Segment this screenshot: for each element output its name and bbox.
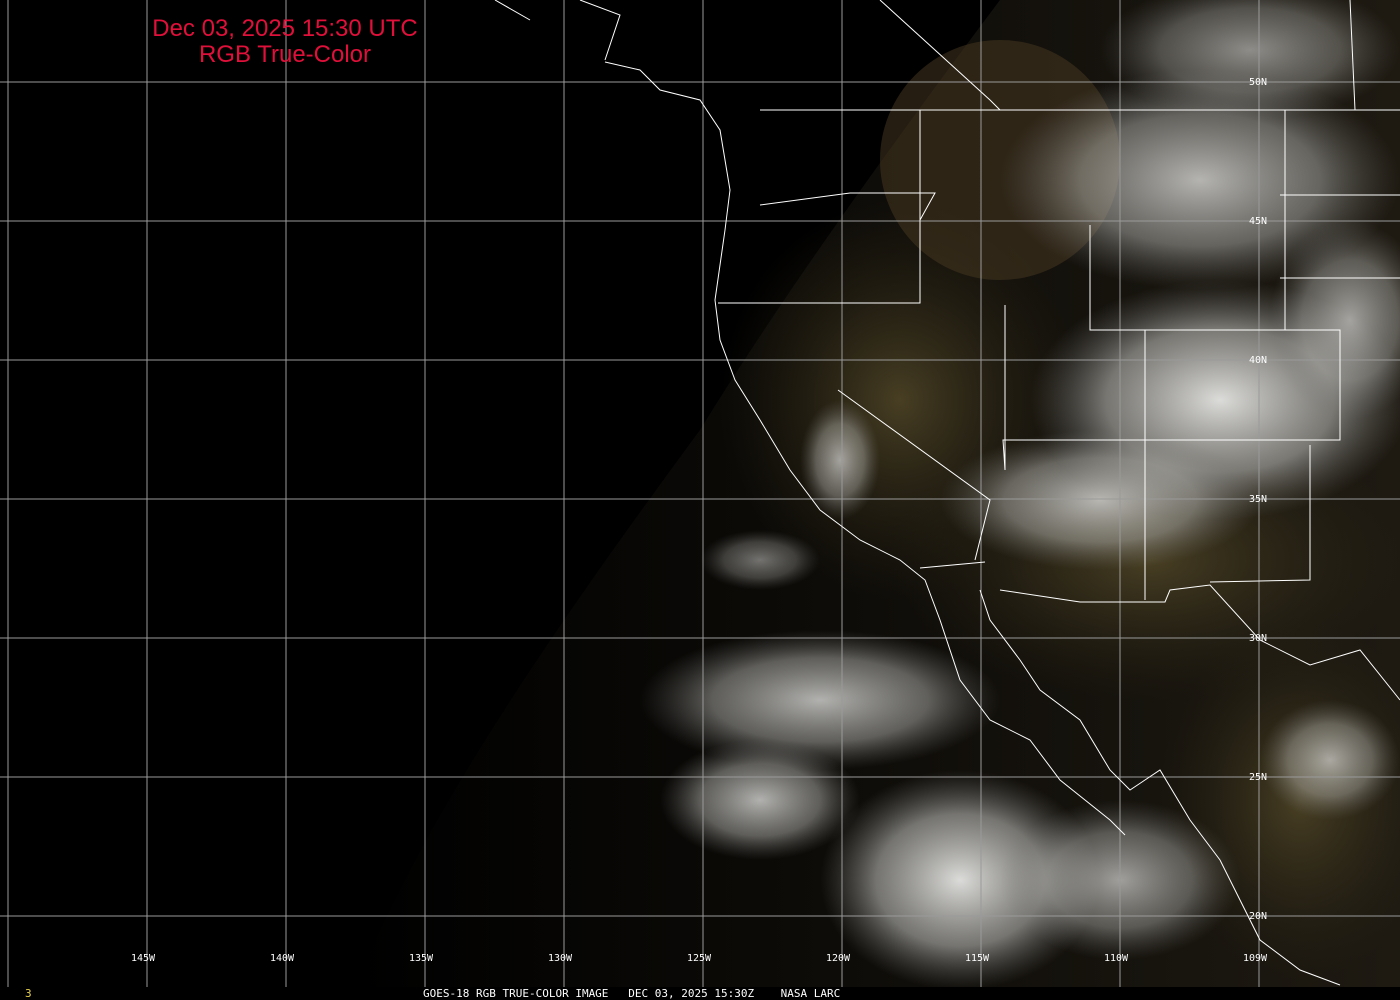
lon-label: 109W	[1243, 953, 1268, 964]
product-title: RGB True-Color	[198, 41, 372, 68]
lon-label: 145W	[131, 953, 156, 964]
lon-label: 125W	[687, 953, 712, 964]
lon-label: 110W	[1104, 953, 1129, 964]
cloud-cover	[640, 0, 1400, 990]
lat-label: 20N	[1249, 911, 1267, 922]
coastlines-and-borders	[494, 0, 1400, 986]
longitude-labels: 145W 140W 135W 130W 125W 120W 115W 110W …	[131, 953, 1268, 964]
lon-label: 135W	[409, 953, 434, 964]
image-datetime-title: Dec 03, 2025 15:30 UTC	[152, 15, 418, 42]
lat-label: 30N	[1249, 633, 1267, 644]
lat-label: 50N	[1249, 77, 1267, 88]
footer-bar: 3 GOES-18 RGB TRUE-COLOR IMAGE DEC 03, 2…	[0, 987, 1400, 1000]
lon-label: 140W	[270, 953, 295, 964]
lon-label: 130W	[548, 953, 573, 964]
lat-label: 45N	[1249, 216, 1267, 227]
lat-label: 35N	[1249, 494, 1267, 505]
lon-label: 120W	[826, 953, 851, 964]
lat-label: 25N	[1249, 772, 1267, 783]
frame-number: 3	[25, 987, 32, 1000]
image-caption: GOES-18 RGB TRUE-COLOR IMAGE DEC 03, 202…	[423, 987, 841, 1000]
lon-label: 115W	[965, 953, 990, 964]
latitude-labels: 50N 45N 40N 35N 30N 25N 20N	[1249, 77, 1267, 922]
lat-label: 40N	[1249, 355, 1267, 366]
